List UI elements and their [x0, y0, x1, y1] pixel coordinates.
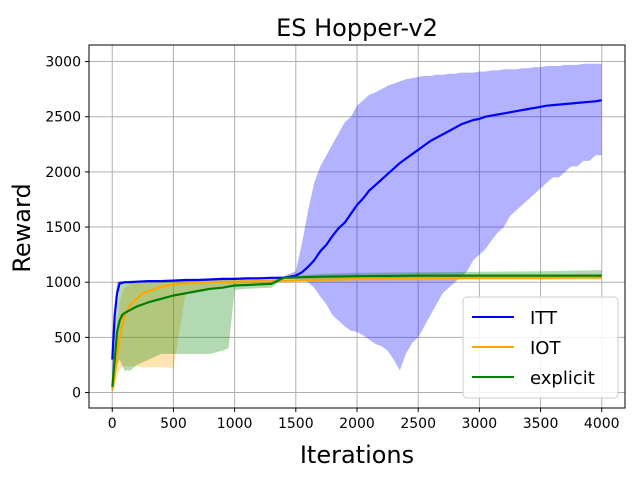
x-tick-label: 0 — [108, 416, 117, 432]
x-axis-label: Iterations — [300, 441, 414, 469]
y-tick-label: 0 — [72, 386, 81, 402]
legend-label-explicit: explicit — [530, 368, 595, 389]
series-line-iot — [111, 276, 602, 391]
grid-lines — [89, 45, 625, 408]
y-tick-label: 2000 — [45, 165, 81, 181]
band-explicit — [112, 270, 602, 393]
y-tick-label: 3000 — [45, 55, 81, 71]
band-itt — [112, 63, 602, 382]
series-line-itt — [111, 99, 602, 360]
legend-box — [462, 296, 619, 399]
x-tick-label: 500 — [160, 416, 187, 432]
y-axis-ticks: 0 500 1000 1500 2000 2500 3000 — [45, 55, 89, 402]
y-tick-label: 1000 — [45, 275, 81, 291]
x-tick-label: 2000 — [339, 416, 375, 432]
x-tick-label: 3500 — [523, 416, 559, 432]
series-lines — [111, 99, 602, 391]
x-tick-label: 2500 — [400, 416, 436, 432]
chart-title: ES Hopper-v2 — [276, 14, 438, 42]
x-axis-ticks: 0 500 1000 1500 2000 2500 3000 3500 4000 — [108, 408, 620, 432]
x-tick-label: 4000 — [584, 416, 620, 432]
x-tick-label: 3000 — [462, 416, 498, 432]
legend-label-itt: ITT — [530, 308, 558, 329]
legend-label-iot: IOT — [530, 338, 561, 359]
series-line-explicit — [111, 274, 602, 388]
y-tick-label: 2500 — [45, 110, 81, 126]
x-tick-label: 1500 — [278, 416, 314, 432]
x-tick-label: 1000 — [217, 416, 253, 432]
y-axis-label: Reward — [8, 183, 36, 272]
legend: ITT IOT explicit — [462, 296, 619, 399]
y-tick-label: 500 — [54, 330, 81, 346]
y-tick-label: 1500 — [45, 220, 81, 236]
